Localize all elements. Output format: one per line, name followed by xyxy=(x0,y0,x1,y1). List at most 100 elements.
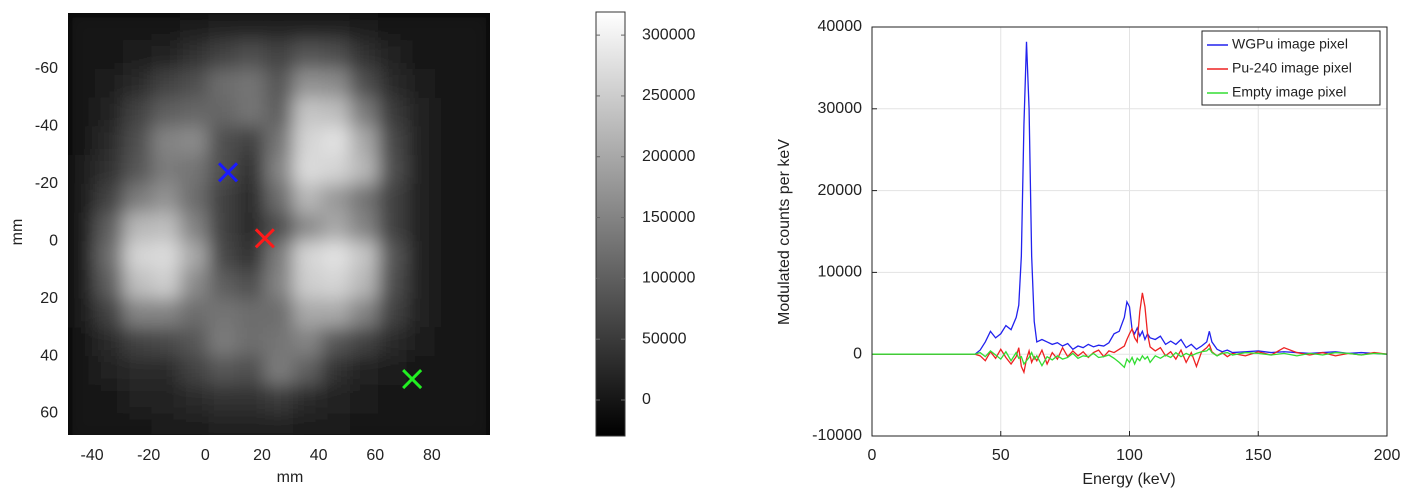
image-cell xyxy=(237,184,266,213)
image-cell xyxy=(237,126,266,155)
image-cell xyxy=(321,184,350,213)
y-tick-label: 0 xyxy=(49,232,58,249)
x-tick-label: 200 xyxy=(1374,447,1401,464)
legend-label: Empty image pixel xyxy=(1232,84,1346,100)
image-cell xyxy=(378,299,407,328)
image-cell xyxy=(378,40,407,69)
image-cell xyxy=(123,356,152,385)
image-cell xyxy=(435,98,464,127)
image-cell xyxy=(67,356,96,385)
image-cell xyxy=(67,40,96,69)
image-cell xyxy=(350,40,379,69)
image-cell xyxy=(321,385,350,414)
colorbar-tick-label: 50000 xyxy=(642,330,687,347)
image-cell xyxy=(435,327,464,356)
image-cell xyxy=(180,356,209,385)
image-cell xyxy=(350,69,379,98)
image-cell xyxy=(67,12,96,41)
image-cell xyxy=(350,184,379,213)
y-tick-label: 30000 xyxy=(818,100,863,117)
image-cell xyxy=(123,385,152,414)
image-cell xyxy=(208,40,237,69)
image-cell xyxy=(265,299,294,328)
image-cell xyxy=(123,241,152,270)
image-cell xyxy=(180,155,209,184)
image-cell xyxy=(265,385,294,414)
image-cell xyxy=(208,299,237,328)
y-tick-label: -20 xyxy=(35,175,58,192)
image-cell xyxy=(435,241,464,270)
y-tick-label: 60 xyxy=(40,405,58,422)
image-cell xyxy=(378,213,407,242)
image-cell xyxy=(152,69,181,98)
image-cell xyxy=(208,241,237,270)
image-cell xyxy=(293,12,322,41)
image-cell xyxy=(406,184,435,213)
image-cell xyxy=(123,155,152,184)
image-cell xyxy=(208,327,237,356)
image-cell xyxy=(67,327,96,356)
image-cell xyxy=(95,299,124,328)
image-cell xyxy=(208,69,237,98)
image-cell xyxy=(152,385,181,414)
image-cell xyxy=(293,213,322,242)
image-cell xyxy=(95,40,124,69)
image-cell xyxy=(180,270,209,299)
image-cell xyxy=(95,413,124,442)
image-cell xyxy=(123,213,152,242)
image-cell xyxy=(208,413,237,442)
image-cell xyxy=(435,69,464,98)
image-cell xyxy=(406,213,435,242)
image-cell xyxy=(67,413,96,442)
y-tick-label: 10000 xyxy=(818,264,863,281)
image-cell xyxy=(293,69,322,98)
image-cell xyxy=(321,327,350,356)
image-cell xyxy=(67,241,96,270)
image-cell xyxy=(378,270,407,299)
image-cell xyxy=(152,98,181,127)
image-cell xyxy=(463,40,492,69)
image-cell xyxy=(123,40,152,69)
image-cell xyxy=(180,40,209,69)
image-cell xyxy=(237,69,266,98)
image-cell xyxy=(435,126,464,155)
image-cell xyxy=(293,413,322,442)
image-cell xyxy=(237,40,266,69)
image-cell xyxy=(378,126,407,155)
colorbar-tick-label: 100000 xyxy=(642,270,695,287)
image-cell xyxy=(152,241,181,270)
image-cell xyxy=(237,385,266,414)
image-cell xyxy=(435,356,464,385)
image-cell xyxy=(265,155,294,184)
image-cell xyxy=(293,40,322,69)
x-tick-label: 100 xyxy=(1116,447,1143,464)
image-cell xyxy=(406,126,435,155)
image-cell xyxy=(237,299,266,328)
x-tick-label: -40 xyxy=(81,447,104,464)
image-cell xyxy=(378,155,407,184)
x-tick-label: 0 xyxy=(868,447,877,464)
image-cell xyxy=(67,184,96,213)
y-tick-label: 40000 xyxy=(818,18,863,35)
image-cell xyxy=(435,40,464,69)
image-cell xyxy=(463,241,492,270)
image-cell xyxy=(293,98,322,127)
image-cell xyxy=(406,299,435,328)
image-cell xyxy=(152,356,181,385)
image-cell xyxy=(350,213,379,242)
image-cell xyxy=(378,69,407,98)
image-cell xyxy=(463,413,492,442)
image-cell xyxy=(406,270,435,299)
image-cell xyxy=(321,98,350,127)
image-cell xyxy=(180,126,209,155)
image-cell xyxy=(350,98,379,127)
image-cell xyxy=(95,213,124,242)
image-cell xyxy=(350,413,379,442)
y-tick-label: -40 xyxy=(35,118,58,135)
image-cell xyxy=(406,413,435,442)
image-cell xyxy=(237,213,266,242)
image-cell xyxy=(67,69,96,98)
y-tick-label: -10000 xyxy=(812,427,862,444)
image-cell xyxy=(463,327,492,356)
image-cell xyxy=(293,270,322,299)
